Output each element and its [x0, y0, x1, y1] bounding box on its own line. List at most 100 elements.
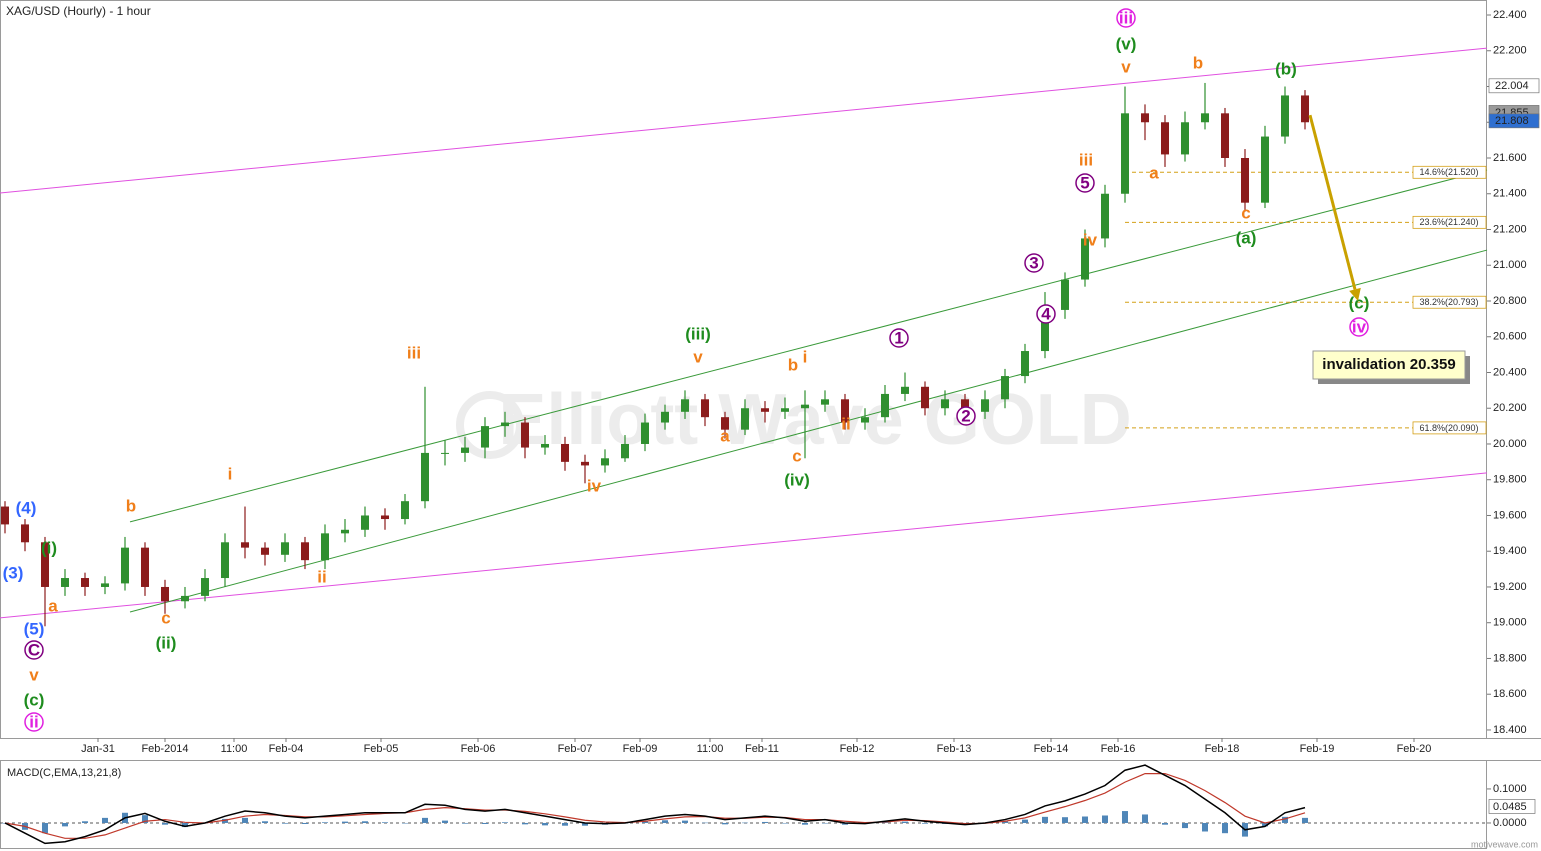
- wave-label: 3: [1029, 253, 1038, 272]
- wave-label: a: [48, 596, 58, 615]
- fib-label-box: [1412, 165, 1487, 179]
- footer: motivewave.com: [1471, 839, 1538, 849]
- wave-label: (4): [16, 498, 37, 517]
- wave-label: iii: [407, 343, 421, 362]
- candle-body: [441, 452, 449, 454]
- candle-body: [241, 542, 249, 548]
- candle-body: [1041, 309, 1049, 352]
- candle-body: [721, 417, 729, 430]
- candle-body: [961, 399, 969, 412]
- fib-label-box: [1412, 295, 1487, 309]
- histogram-bar: [522, 822, 528, 825]
- plot-layer: Elliott Wave GOLD 14.6%(21.520) 23.6%(21.2…: [0, 8, 1540, 845]
- wave-label: iii: [1119, 8, 1133, 27]
- wave-label: 4: [1041, 304, 1051, 323]
- histogram-bar: [1042, 816, 1048, 823]
- histogram-bar: [1002, 821, 1008, 823]
- x-tick-label: Feb-13: [937, 743, 972, 755]
- y-tick-label: 19.200: [1493, 581, 1527, 593]
- chart-title: XAG/USD (Hourly) - 1 hour: [6, 4, 151, 18]
- histogram-bar: [1062, 817, 1068, 823]
- histogram-bar: [922, 822, 928, 824]
- candle-body: [181, 595, 189, 602]
- signal-line: [4, 773, 1306, 839]
- x-tick-label: Feb-2014: [141, 743, 188, 755]
- histogram-bar: [1222, 822, 1228, 834]
- wave-label: (5): [24, 619, 45, 638]
- candle-body: [921, 386, 929, 409]
- y-tick-label: 0.1000: [1493, 783, 1527, 795]
- histogram-bar: [1022, 819, 1028, 823]
- candle-body: [1141, 113, 1149, 123]
- candle-body: [81, 578, 89, 587]
- wave-circle: [1075, 173, 1095, 193]
- histogram-bar: [1162, 822, 1168, 825]
- x-tick-label: 11:00: [697, 743, 724, 755]
- histogram-bar: [902, 821, 908, 823]
- wave-label: i: [228, 464, 233, 483]
- x-tick-label: Jan-31: [81, 743, 115, 755]
- wave-label: (b): [1275, 59, 1297, 78]
- wave-label: (3): [3, 563, 24, 582]
- candle-body: [521, 422, 529, 448]
- arrow-head: [1349, 287, 1361, 301]
- y-tick-label: 22.400: [1493, 9, 1527, 21]
- candle-body: [141, 547, 149, 587]
- histogram-bar: [662, 820, 668, 823]
- wave-label: (iii): [685, 324, 711, 343]
- wave-label: iv: [587, 476, 602, 495]
- candle-body: [681, 399, 689, 412]
- candle-body: [101, 583, 109, 587]
- macd-title: MACD(C,EMA,13,21,8): [7, 767, 121, 779]
- x-tick-label: Feb-06: [461, 743, 496, 755]
- histogram-bar: [762, 821, 768, 823]
- forecast-arrow: [1308, 114, 1357, 290]
- candle-body: [321, 533, 329, 561]
- candle-body: [841, 399, 849, 423]
- wave-label: iv: [1352, 317, 1367, 336]
- candle-body: [61, 578, 69, 587]
- histogram-bar: [1302, 817, 1308, 823]
- histogram-bar: [562, 822, 568, 826]
- histogram-bar: [242, 817, 248, 823]
- y-tick-label: 19.000: [1493, 617, 1527, 629]
- candle-body: [1261, 136, 1269, 203]
- histogram-bar: [422, 817, 428, 823]
- wave-label: (c): [24, 690, 45, 709]
- x-tick-label: Feb-04: [269, 743, 304, 755]
- histogram-bar: [742, 822, 748, 824]
- candle-body: [901, 386, 909, 394]
- fib-label: 61.8%(20.090): [1419, 423, 1478, 433]
- x-tick-label: Feb-14: [1034, 743, 1069, 755]
- histogram-bar: [282, 822, 288, 824]
- y-tick-label: 20.200: [1493, 402, 1527, 414]
- wave-label: 5: [1080, 173, 1089, 192]
- histogram-bar: [1282, 816, 1288, 823]
- candle-body: [161, 586, 169, 602]
- histogram-bar: [42, 822, 48, 834]
- y-tick-label: 21.600: [1493, 152, 1527, 164]
- wave-label: 2: [961, 406, 970, 425]
- candle-body: [581, 461, 589, 466]
- candle-body: [301, 542, 309, 561]
- candle-body: [1161, 122, 1169, 155]
- histogram-bar: [62, 822, 68, 827]
- wave-circle: [1349, 317, 1369, 337]
- x-tick-label: Feb-07: [558, 743, 593, 755]
- price-marker-box: [1488, 78, 1540, 94]
- wave-circle: [24, 640, 44, 660]
- wave-label: 1: [894, 328, 903, 347]
- candle-body: [1, 506, 9, 525]
- wave-label: c: [161, 608, 170, 627]
- x-tick-label: 11:00: [221, 743, 248, 755]
- candle-body: [661, 411, 669, 423]
- histogram-bar: [1122, 811, 1128, 823]
- candle-body: [981, 399, 989, 412]
- histogram-bar: [782, 822, 788, 824]
- y-tick-label: 20.800: [1493, 295, 1527, 307]
- candle-body: [1221, 113, 1229, 159]
- histogram-bar: [382, 822, 388, 823]
- histogram-bar: [302, 822, 308, 824]
